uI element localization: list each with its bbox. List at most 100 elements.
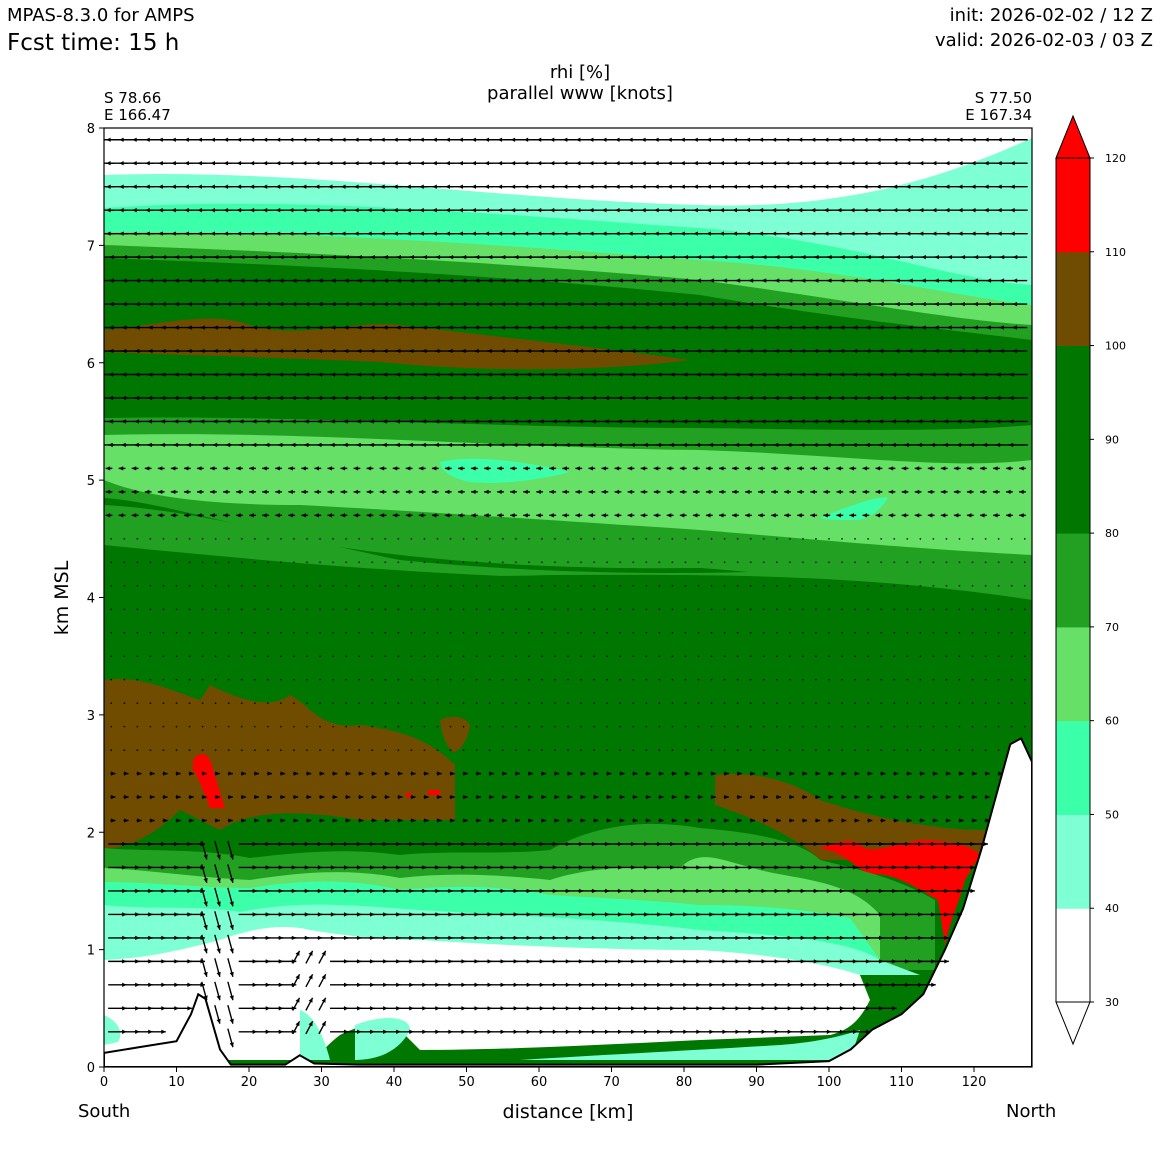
wind-arrowhead	[473, 442, 479, 448]
wind-arrow	[371, 655, 374, 657]
wind-arrowhead	[265, 278, 271, 283]
wind-arrowhead	[291, 395, 296, 401]
wind-arrow	[932, 631, 935, 634]
wind-arrowhead	[823, 489, 828, 495]
wind-arrowhead	[526, 301, 532, 307]
wind-arrowhead	[984, 207, 989, 213]
wind-arrowhead	[575, 207, 581, 213]
wind-arrow	[436, 584, 439, 587]
wind-arrowhead	[895, 301, 900, 307]
wind-arrowhead	[748, 348, 753, 354]
wind-arrowhead	[841, 794, 847, 800]
wind-arrowhead	[210, 207, 216, 213]
wind-arrowhead	[863, 207, 868, 213]
wind-arrowhead	[379, 513, 385, 518]
wind-arrowhead	[615, 207, 620, 213]
wind-arrowhead	[484, 137, 490, 142]
wind-arrowhead	[450, 818, 455, 823]
wind-arrowhead	[854, 771, 860, 776]
wind-arrow	[932, 584, 935, 587]
wind-arrowhead	[197, 513, 202, 518]
wind-arrow	[802, 631, 804, 634]
wind-arrow	[697, 702, 700, 704]
wind-arrowhead	[644, 301, 649, 307]
wind-arrowhead	[474, 301, 479, 307]
wind-arrowhead	[510, 207, 516, 213]
wind-arrow	[267, 702, 269, 704]
wind-arrowhead	[565, 395, 570, 401]
wind-arrowhead	[931, 207, 937, 213]
wind-arrow	[175, 678, 178, 681]
wind-arrow	[475, 538, 478, 540]
wind-arrowhead	[499, 419, 505, 424]
wind-arrowhead	[708, 419, 714, 424]
wind-arrowhead	[904, 419, 909, 424]
wind-arrowhead	[918, 161, 924, 166]
wind-arrowhead	[669, 372, 675, 377]
wind-arrow	[645, 678, 648, 681]
wind-arrowhead	[679, 489, 685, 495]
wind-arrowhead	[226, 372, 231, 377]
wind-arrowhead	[641, 231, 646, 236]
wind-arrowhead	[484, 207, 490, 213]
wind-arrowhead	[262, 231, 268, 236]
wind-arrowhead	[314, 184, 320, 189]
wind-arrow	[136, 702, 139, 704]
wind-arrow	[919, 608, 922, 611]
wind-arrow	[358, 584, 361, 587]
wind-arrowhead	[345, 771, 351, 776]
wind-arrow	[1010, 631, 1013, 634]
wind-arrow	[841, 678, 843, 681]
wind-arrowhead	[601, 513, 607, 518]
wind-arrowhead	[241, 794, 246, 800]
wind-arrow	[175, 584, 178, 587]
wind-arrowhead	[189, 794, 194, 800]
wind-arrowhead	[526, 325, 532, 330]
wind-arrowhead	[343, 419, 348, 424]
wind-arrowhead	[406, 207, 411, 213]
wind-arrowhead	[708, 395, 714, 401]
wind-arrowhead	[605, 254, 610, 260]
valid-time: valid: 2026-02-03 / 03 Z	[935, 30, 1153, 51]
wind-arrowhead	[471, 161, 477, 166]
wind-arrowhead	[200, 325, 205, 330]
wind-arrow	[136, 561, 139, 564]
wind-arrow	[984, 584, 987, 587]
wind-arrow	[332, 678, 334, 681]
wind-arrowhead	[249, 466, 254, 471]
wind-arrow	[410, 678, 413, 681]
wind-arrow	[188, 655, 191, 657]
wind-arrowhead	[460, 395, 466, 401]
wind-arrowhead	[641, 184, 646, 189]
wind-arrow	[293, 561, 295, 564]
wind-arrow	[567, 608, 569, 611]
wind-arrowhead	[957, 137, 963, 142]
wind-arrowhead	[229, 924, 234, 930]
wind-arrowhead	[706, 161, 711, 166]
wind-arrowhead	[986, 301, 991, 307]
wind-arrowhead	[215, 818, 220, 823]
wind-arrow	[632, 584, 635, 587]
wind-arrowhead	[696, 278, 701, 283]
wind-arrow	[867, 631, 869, 634]
wind-arrowhead	[865, 419, 870, 424]
wind-arrowhead	[380, 231, 385, 236]
wind-arrowhead	[528, 794, 534, 800]
wind-arrowhead	[711, 794, 716, 800]
wind-arrowhead	[213, 278, 219, 283]
wind-arrowhead	[225, 395, 231, 401]
wind-arrow	[227, 538, 230, 540]
wind-arrowhead	[862, 513, 868, 518]
wind-arrow	[1010, 584, 1013, 587]
wind-arrow	[332, 655, 334, 657]
wind-arrowhead	[823, 466, 828, 471]
wind-arrow	[749, 749, 752, 751]
wind-arrow	[201, 655, 204, 657]
wind-arrowhead	[340, 466, 346, 471]
wind-arrowhead	[549, 161, 555, 166]
wind-arrowhead	[774, 325, 779, 330]
wind-arrowhead	[277, 442, 283, 448]
wind-arrowhead	[150, 818, 155, 823]
